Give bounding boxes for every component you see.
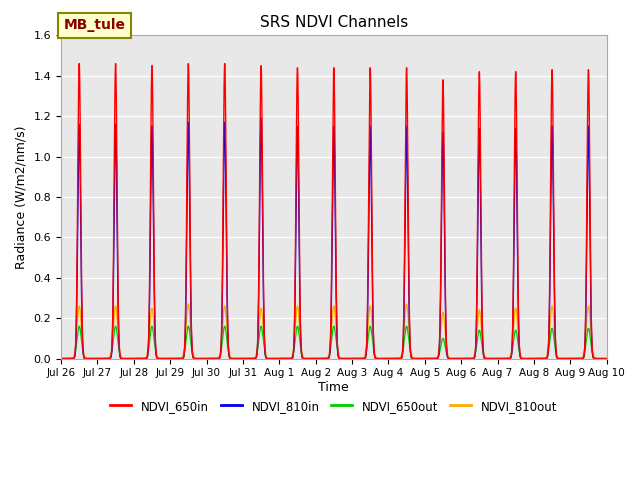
NDVI_650in [262, 351, 269, 357]
NDVI_810in [603, 356, 611, 361]
NDVI_810out [174, 356, 182, 361]
NDVI_650out [76, 324, 83, 329]
NDVI_810out [603, 356, 611, 361]
NDVI_810in [257, 115, 265, 121]
NDVI_810out [262, 348, 269, 354]
NDVI_810out [57, 356, 65, 361]
NDVI_650in [174, 356, 182, 361]
Text: MB_tule: MB_tule [64, 18, 125, 32]
NDVI_650in [76, 61, 83, 67]
NDVI_650out [487, 356, 495, 361]
NDVI_810out [168, 356, 176, 361]
NDVI_650in [409, 356, 417, 361]
NDVI_810in [168, 356, 176, 361]
Line: NDVI_650out: NDVI_650out [61, 326, 607, 359]
X-axis label: Time: Time [319, 381, 349, 394]
NDVI_810in [409, 356, 417, 361]
NDVI_810out [184, 301, 192, 307]
Legend: NDVI_650in, NDVI_810in, NDVI_650out, NDVI_810out: NDVI_650in, NDVI_810in, NDVI_650out, NDV… [106, 395, 562, 417]
NDVI_810in [174, 356, 182, 361]
NDVI_650out [262, 351, 269, 357]
NDVI_810out [409, 355, 417, 361]
Line: NDVI_810in: NDVI_810in [61, 118, 607, 359]
NDVI_650out [603, 356, 611, 361]
Title: SRS NDVI Channels: SRS NDVI Channels [260, 15, 408, 30]
NDVI_650in [603, 356, 611, 361]
Line: NDVI_810out: NDVI_810out [61, 304, 607, 359]
NDVI_810in [262, 352, 269, 358]
NDVI_650out [174, 356, 182, 361]
Y-axis label: Radiance (W/m2/nm/s): Radiance (W/m2/nm/s) [15, 125, 28, 269]
NDVI_810in [57, 356, 65, 361]
NDVI_650in [168, 356, 176, 361]
NDVI_650in [601, 356, 609, 361]
NDVI_810in [487, 356, 495, 361]
NDVI_650out [601, 356, 609, 361]
NDVI_810out [487, 356, 495, 361]
Line: NDVI_650in: NDVI_650in [61, 64, 607, 359]
NDVI_650out [409, 355, 417, 361]
NDVI_810in [601, 356, 609, 361]
NDVI_650out [168, 356, 176, 361]
NDVI_810out [601, 356, 609, 361]
NDVI_650in [57, 356, 65, 361]
NDVI_650out [57, 356, 65, 361]
NDVI_650in [487, 356, 495, 361]
